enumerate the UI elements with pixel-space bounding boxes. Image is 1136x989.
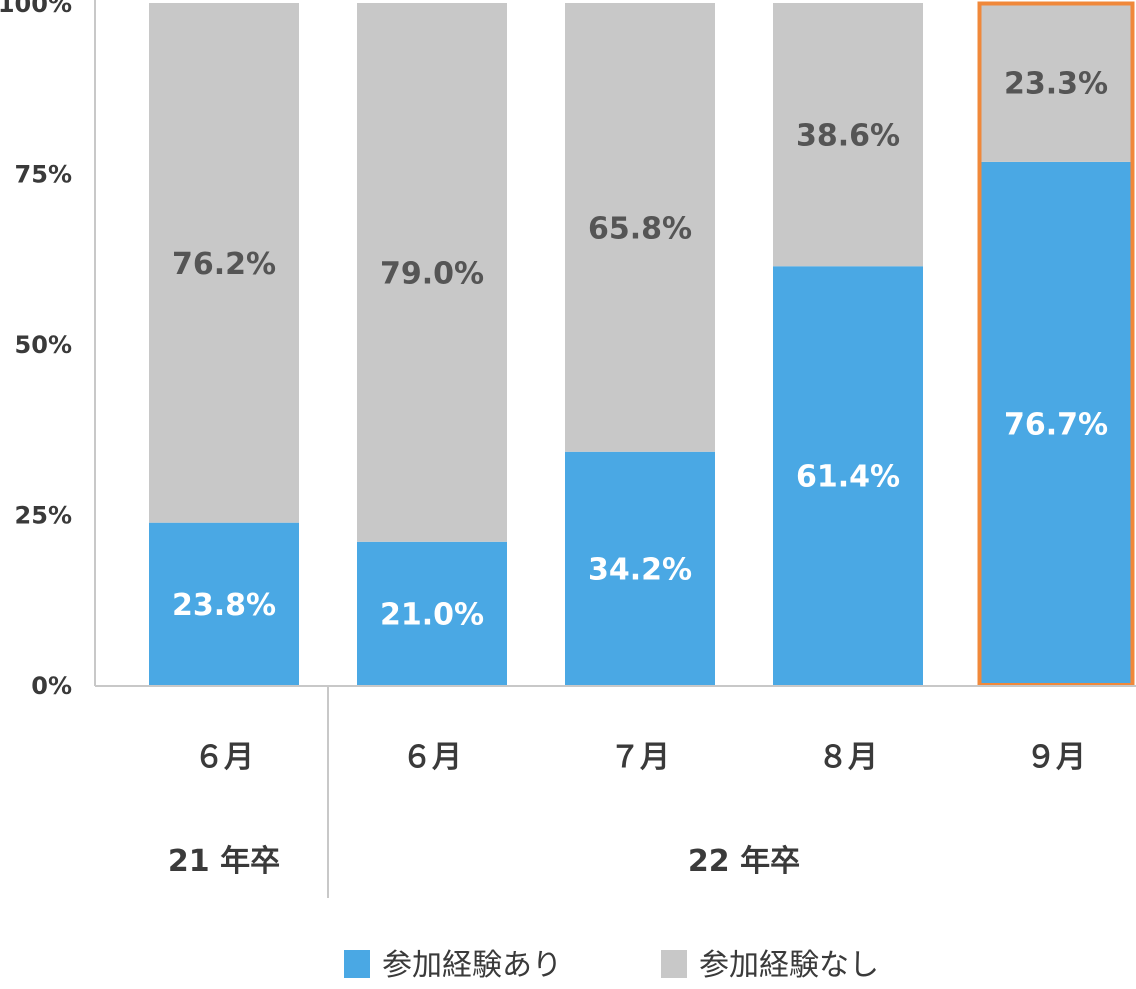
axes: [94, 0, 1136, 898]
y-tick-label: 100%: [0, 0, 72, 18]
category-groups: 21 年卒 22 年卒: [168, 844, 800, 879]
y-tick-label: 0%: [31, 672, 72, 700]
data-labels: 23.8% 76.2% 21.0% 79.0% 34.2% 65.8% 61.4% 38.6%…: [172, 66, 1108, 632]
y-axis-ticks: 0% 25% 50% 75% 100%: [0, 0, 72, 700]
data-label: 76.7%: [1004, 407, 1108, 442]
data-label: 23.3%: [1004, 66, 1108, 101]
x-tick-label: ６月: [402, 740, 462, 775]
bar-segment-not-participated: [981, 3, 1131, 162]
y-tick-label: 25%: [15, 502, 72, 530]
x-axis-categories: ６月 ６月 ７月 ８月 ９月: [194, 740, 1086, 775]
data-label: 76.2%: [172, 247, 276, 282]
y-tick-label: 75%: [15, 161, 72, 189]
legend: 参加経験あり 参加経験なし: [344, 948, 879, 983]
data-label: 23.8%: [172, 588, 276, 623]
y-tick-label: 50%: [15, 331, 72, 359]
bar-segment-participated: [981, 161, 1131, 685]
bar-segment-participated: [357, 541, 507, 685]
bar-segment-participated: [773, 266, 923, 685]
group-label: 21 年卒: [168, 844, 280, 879]
bar-segment-not-participated: [565, 3, 715, 452]
data-label: 34.2%: [588, 552, 692, 587]
legend-swatch: [344, 950, 370, 978]
bar-segment-not-participated: [357, 3, 507, 542]
bar-segment-participated: [149, 522, 299, 685]
x-tick-label: ８月: [818, 740, 878, 775]
x-tick-label: ７月: [610, 740, 670, 775]
group-label: 22 年卒: [688, 844, 800, 879]
x-tick-label: ９月: [1026, 740, 1086, 775]
legend-label: 参加経験なし: [699, 948, 879, 983]
data-label: 79.0%: [380, 256, 484, 291]
bars: [149, 1, 1135, 687]
legend-swatch: [661, 950, 687, 978]
bar-segment-not-participated: [773, 3, 923, 267]
data-label: 38.6%: [796, 119, 900, 154]
x-tick-label: ６月: [194, 740, 254, 775]
data-label: 21.0%: [380, 597, 484, 632]
bar-segment-participated: [565, 451, 715, 685]
data-label: 65.8%: [588, 211, 692, 246]
data-label: 61.4%: [796, 460, 900, 495]
bar-segment-not-participated: [149, 3, 299, 523]
legend-label: 参加経験あり: [382, 948, 562, 983]
